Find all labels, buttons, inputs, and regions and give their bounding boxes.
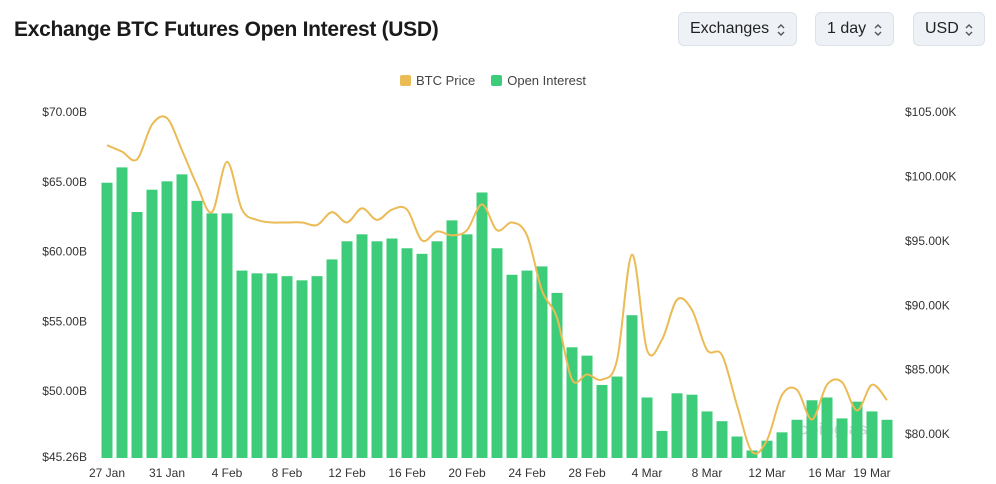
- bar: [746, 450, 758, 458]
- y2-tick-label: $105.00K: [905, 105, 956, 119]
- bar: [686, 394, 698, 458]
- bar: [506, 274, 518, 458]
- bar: [701, 411, 713, 458]
- bar: [761, 440, 773, 458]
- y-tick-label: $45.26B: [42, 450, 87, 464]
- y2-tick-label: $80.00K: [905, 427, 950, 441]
- bar: [731, 436, 743, 458]
- x-tick-label: 16 Mar: [808, 466, 845, 480]
- chevron-icon: [965, 24, 973, 36]
- bar: [206, 213, 218, 458]
- y-tick-label: $60.00B: [42, 245, 87, 259]
- bar: [551, 292, 563, 458]
- bar: [431, 241, 443, 458]
- y2-tick-label: $95.00K: [905, 234, 950, 248]
- x-tick-label: 16 Feb: [388, 466, 426, 480]
- bar: [821, 397, 833, 458]
- bar: [536, 266, 548, 458]
- bar: [581, 355, 593, 458]
- bar: [791, 419, 803, 458]
- x-tick-label: 31 Jan: [149, 466, 185, 480]
- x-tick-label: 19 Mar: [853, 466, 890, 480]
- legend-swatch: [400, 75, 411, 86]
- x-tick-label: 12 Mar: [748, 466, 785, 480]
- bar: [281, 276, 293, 458]
- bar: [386, 238, 398, 458]
- y2-tick-label: $90.00K: [905, 298, 950, 312]
- y-tick-label: $70.00B: [42, 105, 87, 119]
- bar: [806, 400, 818, 458]
- select-label: 1 day: [827, 20, 867, 37]
- bar: [236, 270, 248, 458]
- select-label: Exchanges: [690, 20, 770, 37]
- bar: [311, 276, 323, 458]
- y-tick-label: $55.00B: [42, 314, 87, 328]
- bar: [416, 253, 428, 458]
- bar: [611, 376, 623, 458]
- legend-label: Open Interest: [507, 73, 587, 88]
- legend-label: BTC Price: [416, 73, 476, 88]
- interval-select[interactable]: 1 day: [815, 12, 894, 46]
- x-tick-label: 4 Mar: [632, 466, 663, 480]
- bar: [866, 411, 878, 458]
- currency-select[interactable]: USD: [913, 12, 985, 46]
- bar: [596, 384, 608, 458]
- bar: [851, 401, 863, 458]
- bar: [461, 234, 473, 458]
- bar: [296, 280, 308, 458]
- bar: [221, 213, 233, 458]
- legend-swatch: [491, 75, 503, 86]
- bar: [671, 393, 683, 458]
- bar: [356, 234, 368, 458]
- bar: [656, 430, 668, 458]
- bar: [266, 273, 278, 458]
- x-tick-label: 28 Feb: [568, 466, 606, 480]
- y-tick-label: $50.00B: [42, 384, 87, 398]
- bar: [716, 421, 728, 458]
- x-tick-label: 20 Feb: [448, 466, 486, 480]
- bar: [626, 315, 638, 458]
- bar: [371, 241, 383, 458]
- select-label: USD: [925, 20, 959, 37]
- bar: [836, 418, 848, 458]
- bar: [641, 397, 653, 458]
- chevron-icon: [777, 24, 785, 36]
- bar: [521, 270, 533, 458]
- bar: [326, 259, 338, 458]
- bar: [131, 212, 143, 458]
- page-title: Exchange BTC Futures Open Interest (USD): [14, 18, 439, 41]
- x-tick-label: 12 Feb: [328, 466, 366, 480]
- x-tick-label: 27 Jan: [89, 466, 125, 480]
- legend-item[interactable]: Open Interest: [491, 73, 586, 88]
- bar: [176, 174, 188, 458]
- bar: [446, 220, 458, 458]
- chevron-icon: [874, 24, 882, 36]
- bar: [776, 432, 788, 458]
- y-tick-label: $65.00B: [42, 175, 87, 189]
- bar: [251, 273, 263, 458]
- x-tick-label: 8 Feb: [272, 466, 303, 480]
- bar: [476, 192, 488, 458]
- x-tick-label: 8 Mar: [692, 466, 723, 480]
- bar: [401, 248, 413, 458]
- bar: [341, 241, 353, 458]
- bar: [881, 419, 893, 458]
- bar: [146, 189, 158, 458]
- y2-tick-label: $85.00K: [905, 363, 950, 377]
- legend: BTC Price Open Interest: [400, 73, 586, 88]
- price-line: [106, 115, 888, 455]
- y2-tick-label: $100.00K: [905, 170, 956, 184]
- bar: [191, 200, 203, 458]
- legend-item[interactable]: BTC Price: [400, 73, 475, 88]
- bar: [116, 167, 128, 458]
- bar: [566, 347, 578, 458]
- x-tick-label: 4 Feb: [212, 466, 243, 480]
- bar: [161, 181, 173, 459]
- bar: [491, 248, 503, 458]
- exchange-select[interactable]: Exchanges: [678, 12, 797, 46]
- bar: [101, 182, 113, 458]
- x-tick-label: 24 Feb: [508, 466, 546, 480]
